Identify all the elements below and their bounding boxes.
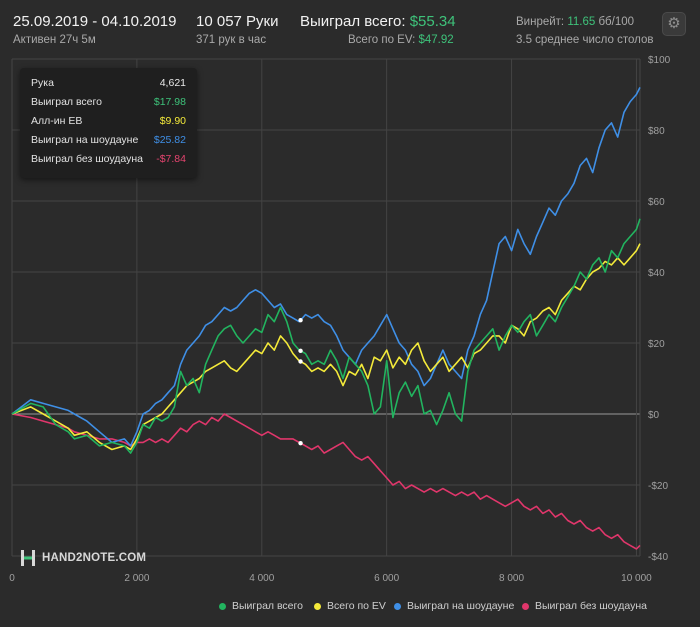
legend-won-marker xyxy=(219,602,226,610)
hover-marker xyxy=(298,318,303,323)
hand2note-logo-icon xyxy=(20,549,36,567)
legend-item-ev[interactable]: Всего по EV xyxy=(314,600,386,612)
winrate-label: Винрейт: xyxy=(516,16,565,28)
ev-total-label: Всего по EV: xyxy=(348,34,416,46)
tooltip-row-won: Выиграл всего $17.98 xyxy=(31,96,186,112)
legend-ev-label: Всего по EV xyxy=(327,600,386,612)
tooltip-ev-label: Алл-ин EB xyxy=(31,115,83,127)
won-total: Выиграл всего: $55.34 xyxy=(300,13,456,30)
tooltip-row-sd: Выиграл на шоудауне $25.82 xyxy=(31,134,186,150)
legend-item-nsd[interactable]: Выиграл без шоудауна xyxy=(522,600,647,612)
tooltip-nsd-label: Выиграл без шоудауна xyxy=(31,153,143,165)
tooltip-won-label: Выиграл всего xyxy=(31,96,102,108)
tooltip-sd-value: $25.82 xyxy=(153,134,186,146)
x-tick-label: 2 000 xyxy=(124,573,149,584)
won-total-value: $55.34 xyxy=(409,13,456,30)
y-tick-label: $20 xyxy=(648,339,665,350)
hand2note-logo: HAND2NOTE.COM xyxy=(20,547,146,569)
legend-item-won[interactable]: Выиграл всего xyxy=(219,600,303,612)
legend-ev-marker xyxy=(314,602,321,610)
tooltip-won-value: $17.98 xyxy=(153,96,186,108)
y-tick-label: -$20 xyxy=(648,481,668,492)
tooltip-nsd-value: -$7.84 xyxy=(156,153,186,165)
legend-nsd-label: Выиграл без шоудауна xyxy=(535,600,647,612)
hover-marker xyxy=(298,440,303,446)
tooltip-hand-label: Рука xyxy=(31,77,54,89)
chart-tooltip: Рука 4,621 Выиграл всего $17.98 Алл-ин E… xyxy=(20,68,197,178)
tooltip-row-ev: Алл-ин EB $9.90 xyxy=(31,115,186,131)
x-tick-label: 0 xyxy=(9,573,15,584)
hands-per-hour: 371 рук в час xyxy=(196,34,267,46)
y-tick-label: $60 xyxy=(648,197,665,208)
y-tick-label: $80 xyxy=(648,126,665,137)
winrate-suffix: бб/100 xyxy=(598,16,635,28)
winrate-value: 11.65 xyxy=(567,16,596,28)
gear-icon[interactable]: ⚙ xyxy=(662,12,686,36)
date-range: 25.09.2019 - 04.10.2019 xyxy=(13,13,177,30)
won-total-label: Выиграл всего: xyxy=(300,13,406,30)
ev-total-value: $47.92 xyxy=(418,34,454,46)
hand2note-logo-text: HAND2NOTE.COM xyxy=(42,552,147,564)
legend-item-sd[interactable]: Выиграл на шоудауне xyxy=(394,600,514,612)
y-tick-label: $0 xyxy=(648,410,660,421)
tooltip-row-nsd: Выиграл без шоудауна -$7.84 xyxy=(31,153,186,169)
y-tick-label: $100 xyxy=(648,55,671,66)
y-tick-label: $40 xyxy=(648,268,665,279)
winrate: Винрейт: 11.65 бб/100 xyxy=(516,16,634,28)
tooltip-row-hand: Рука 4,621 xyxy=(31,77,186,93)
active-time: Активен 27ч 5м xyxy=(13,34,96,46)
x-tick-label: 6 000 xyxy=(374,573,399,584)
legend-sd-label: Выиграл на шоудауне xyxy=(407,600,515,612)
x-tick-label: 10 000 xyxy=(621,573,652,584)
y-tick-label: -$40 xyxy=(648,552,668,563)
tooltip-ev-value: $9.90 xyxy=(159,115,186,127)
legend-nsd-marker xyxy=(522,602,529,610)
avg-tables: 3.5 среднее число столов xyxy=(516,34,654,46)
ev-series-line xyxy=(11,243,641,451)
hands-count: 10 057 Руки xyxy=(196,13,279,30)
tooltip-hand-value: 4,621 xyxy=(159,77,186,89)
nsd-series-line xyxy=(11,413,641,550)
won-series-line xyxy=(11,218,641,454)
legend-sd-marker xyxy=(394,602,401,610)
x-tick-label: 8 000 xyxy=(499,573,524,584)
tooltip-sd-label: Выиграл на шоудауне xyxy=(31,134,139,146)
x-tick-label: 4 000 xyxy=(249,573,274,584)
hover-marker xyxy=(298,359,303,364)
hover-marker xyxy=(298,348,303,354)
ev-total: Всего по EV: $47.92 xyxy=(348,34,454,46)
legend-won-label: Выиграл всего xyxy=(232,600,303,612)
